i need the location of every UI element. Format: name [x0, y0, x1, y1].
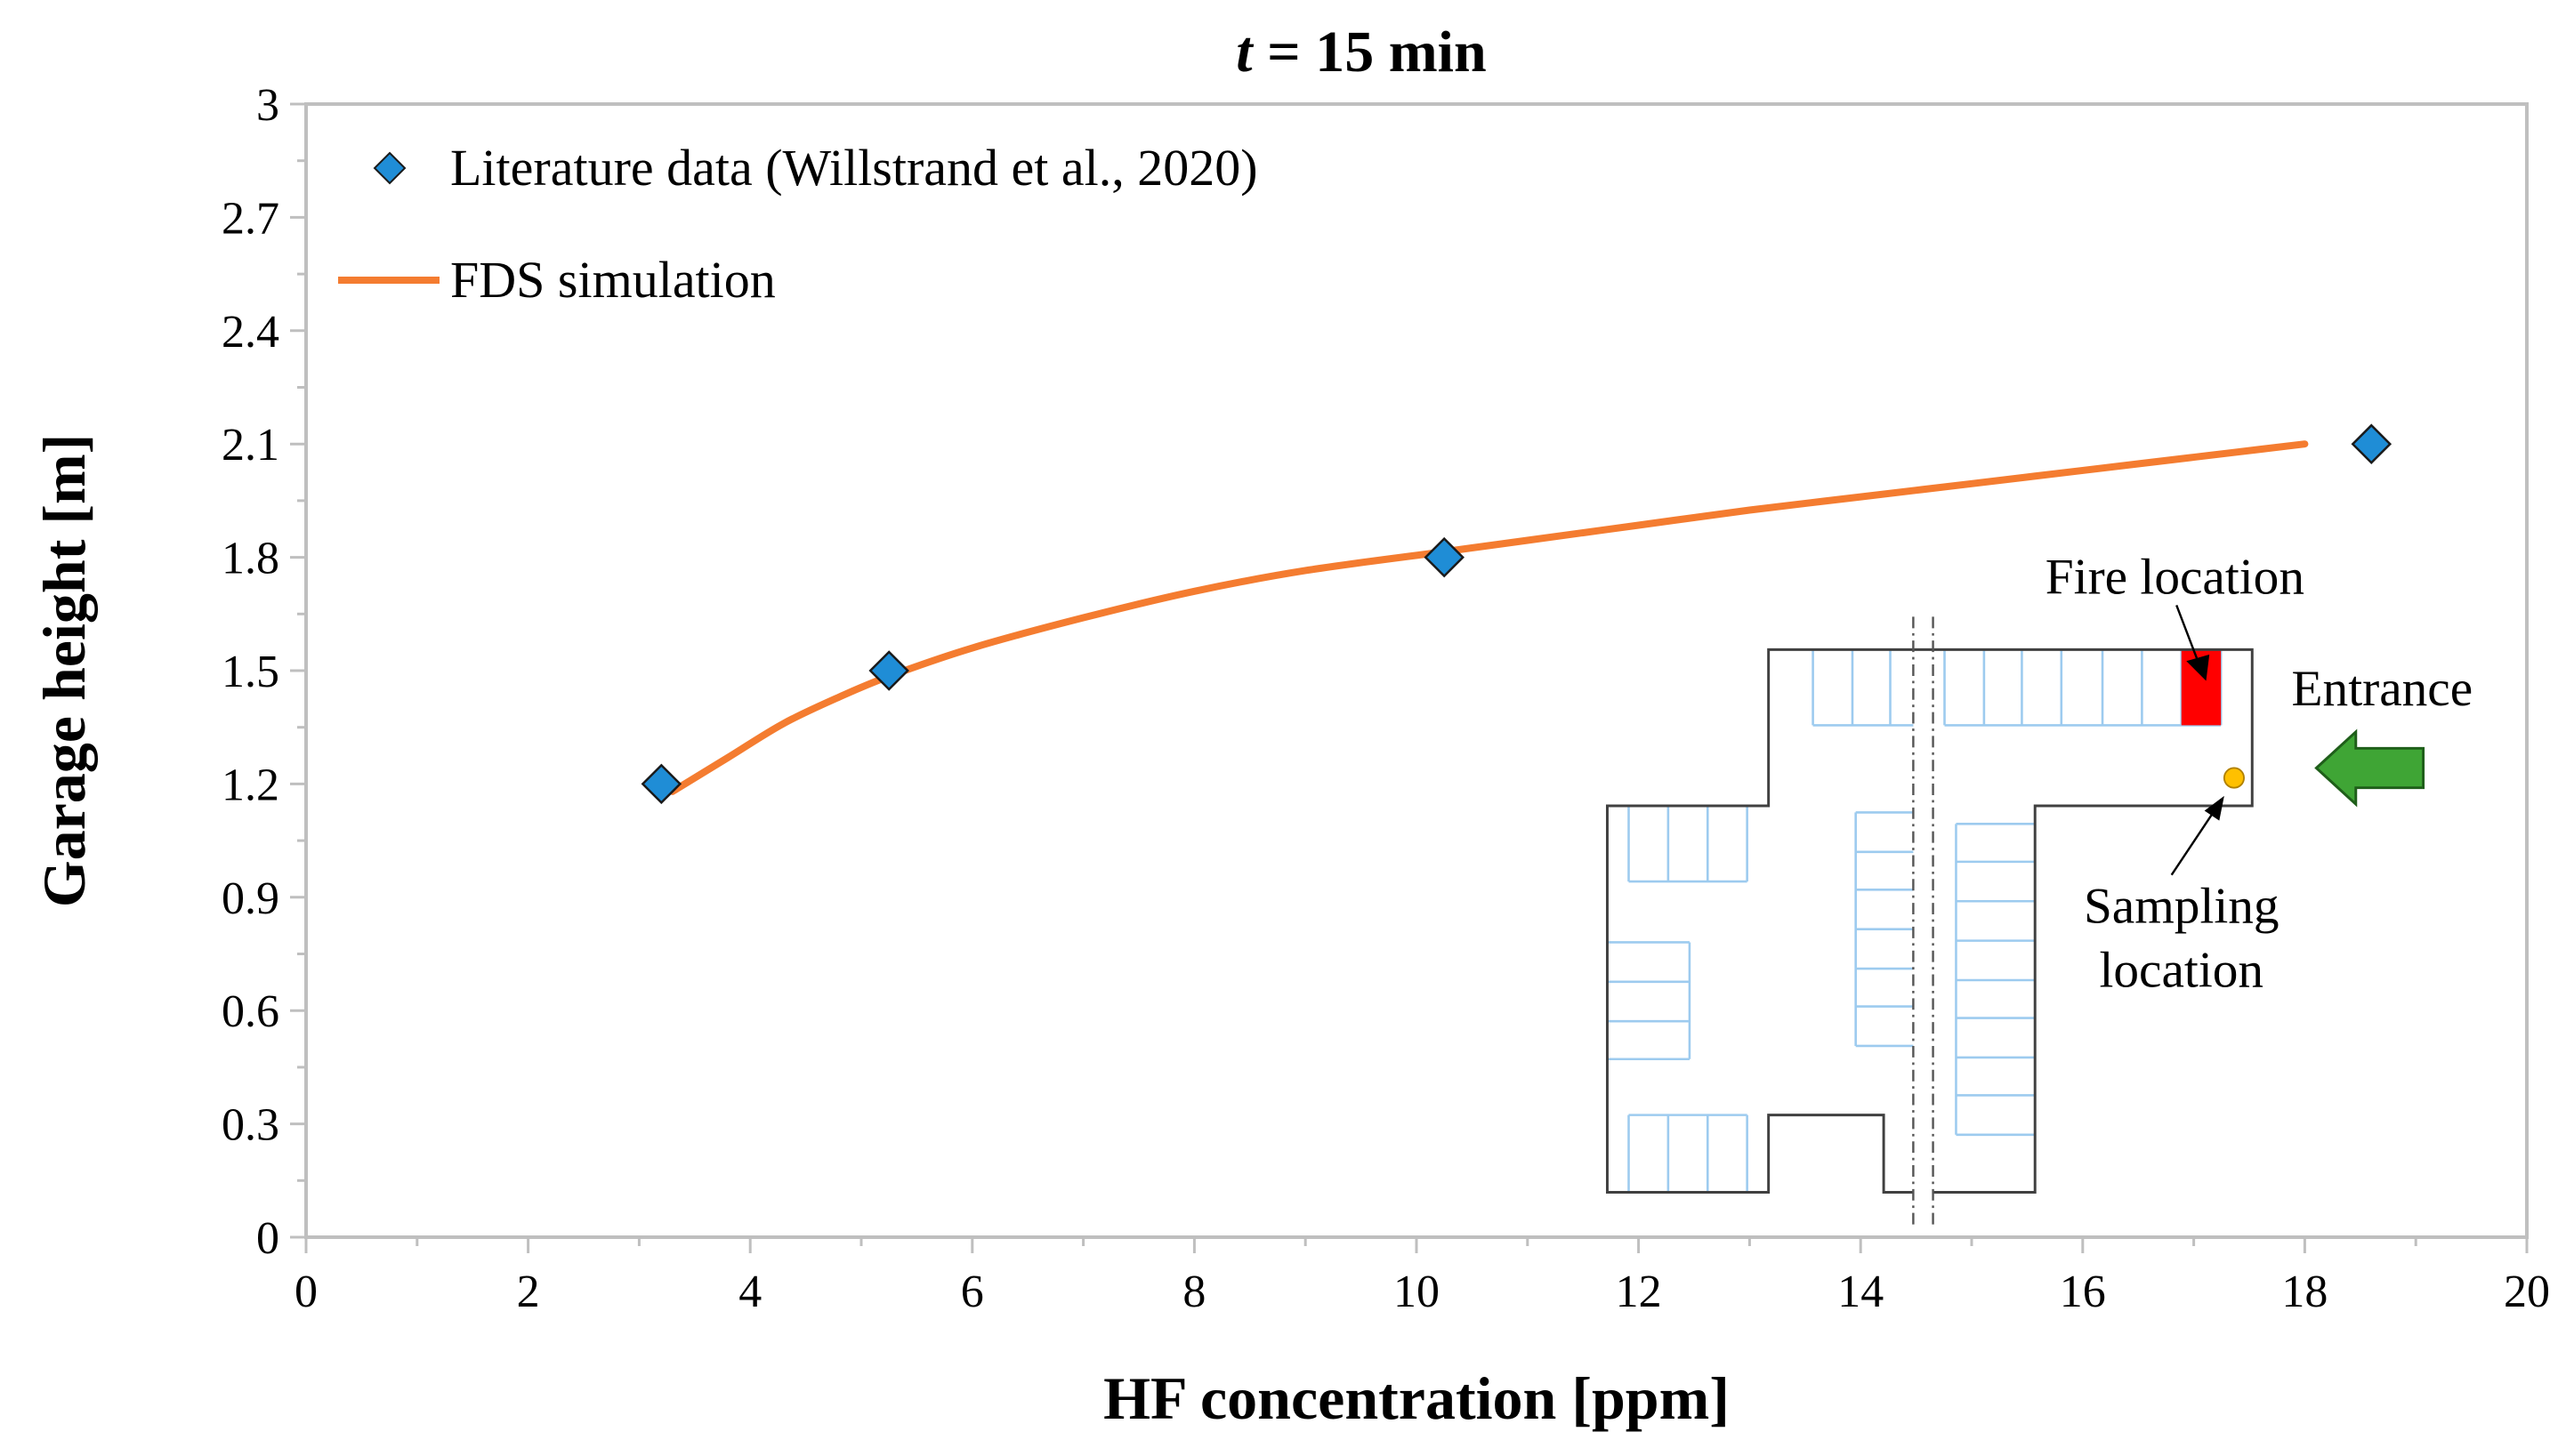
y-tick-label: 0.9 — [222, 873, 279, 924]
literature-data-point — [641, 763, 682, 805]
y-tick-label: 0 — [256, 1213, 279, 1264]
x-axis-label: HF concentration [ppm] — [1103, 1364, 1730, 1432]
sampling-location-marker — [2223, 767, 2245, 789]
x-tick-label: 6 — [961, 1267, 984, 1317]
legend: Literature data (Willstrand et al., 2020… — [338, 139, 1258, 309]
garage-outline — [1605, 648, 2254, 1195]
x-tick-label: 4 — [738, 1267, 762, 1317]
x-tick-label: 8 — [1182, 1267, 1206, 1317]
x-tick-label: 16 — [2060, 1267, 2106, 1317]
fire-pointer — [2175, 605, 2199, 662]
sampling-pointer — [2170, 809, 2215, 876]
y-tick-label: 0.6 — [222, 986, 279, 1037]
legend-diamond-marker — [373, 151, 407, 185]
fire-arrowhead — [2186, 654, 2210, 681]
x-tick-label: 20 — [2504, 1267, 2550, 1317]
sampling-label-line1: Sampling — [2084, 878, 2280, 934]
chart-title: t = 15 min — [1236, 20, 1486, 84]
y-tick-label: 2.1 — [222, 420, 279, 471]
legend-label-literature: Literature data (Willstrand et al., 2020… — [450, 139, 1258, 197]
literature-data-point — [868, 650, 909, 691]
literature-data-point — [1424, 536, 1465, 578]
x-tick-label: 2 — [517, 1267, 540, 1317]
y-tick-label: 0.3 — [222, 1100, 279, 1151]
literature-data-point — [2351, 423, 2393, 464]
sampling-arrowhead — [2204, 795, 2224, 821]
legend-label-fds: FDS simulation — [450, 251, 776, 309]
y-tick-label: 1.8 — [222, 534, 279, 584]
y-tick-label: 2.4 — [222, 307, 279, 358]
y-axis-label: Garage height [m] — [30, 434, 98, 908]
garage-inset: Fire location Entrance Sampling location — [1605, 549, 2473, 1226]
y-tick-label: 3 — [256, 80, 279, 131]
x-tick-label: 18 — [2281, 1267, 2328, 1317]
y-tick-label: 2.7 — [222, 193, 279, 244]
x-tick-label: 14 — [1837, 1267, 1884, 1317]
y-tick-label: 1.5 — [222, 647, 279, 697]
x-tick-label: 10 — [1393, 1267, 1440, 1317]
x-tick-label: 12 — [1616, 1267, 1662, 1317]
fds-simulation-line — [668, 440, 2309, 795]
fire-location-label: Fire location — [2046, 549, 2304, 605]
y-tick-label: 1.2 — [222, 760, 279, 810]
x-tick-label: 0 — [295, 1267, 318, 1317]
entrance-label: Entrance — [2292, 661, 2473, 717]
entrance-arrow-icon — [2314, 728, 2425, 808]
sampling-label-line2: location — [2099, 942, 2263, 998]
